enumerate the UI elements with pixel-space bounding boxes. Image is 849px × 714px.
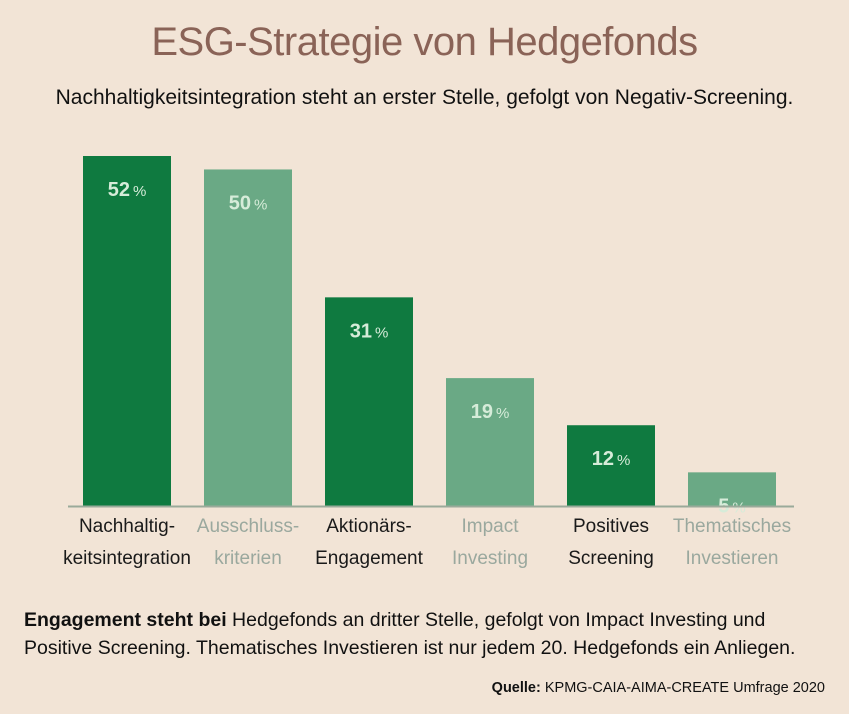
bar-2 — [204, 169, 292, 506]
category-label: Nachhaltig-keitsintegration — [63, 516, 191, 569]
bar-value-label: 50% — [229, 192, 268, 214]
bar-5 — [567, 425, 655, 506]
category-label: Impact Investing — [452, 516, 528, 569]
footnote-text: Engagement steht bei Hedgefonds an dritt… — [24, 606, 824, 662]
bar-value-label: 52% — [108, 179, 147, 201]
bar-4 — [446, 378, 534, 506]
bar-value-label: 19% — [471, 401, 510, 423]
category-label: Positives Screening — [568, 516, 654, 569]
bar-value-label: 12% — [592, 448, 631, 470]
footnote-bold: Engagement steht bei — [24, 609, 227, 631]
chart-title: ESG-Strategie von Hedgefonds — [151, 20, 698, 64]
category-label: Ausschluss-kriterien — [197, 516, 299, 569]
category-label: Thematisches Investieren — [673, 516, 791, 569]
source-text: KPMG-CAIA-AIMA-CREATE Umfrage 2020 — [540, 680, 825, 696]
bar-chart: 52 % Nachhaltig-keitsintegration 50 % Ausschl… — [63, 156, 794, 569]
source-line: Quelle: KPMG-CAIA-AIMA-CREATE Umfrage 20… — [492, 680, 825, 696]
bar-1 — [83, 156, 171, 506]
bar-6 — [688, 472, 776, 506]
bar-value-label: 31% — [350, 320, 389, 342]
source-label: Quelle: — [491, 680, 541, 696]
category-label: Aktionärs-Engagement — [315, 516, 423, 569]
chart-subtitle: Nachhaltigkeitsintegration steht an erst… — [55, 86, 794, 109]
footnote-body: Hedgefonds an dritter Stelle, gefolgt vo… — [24, 609, 796, 659]
bar-3 — [325, 297, 413, 506]
